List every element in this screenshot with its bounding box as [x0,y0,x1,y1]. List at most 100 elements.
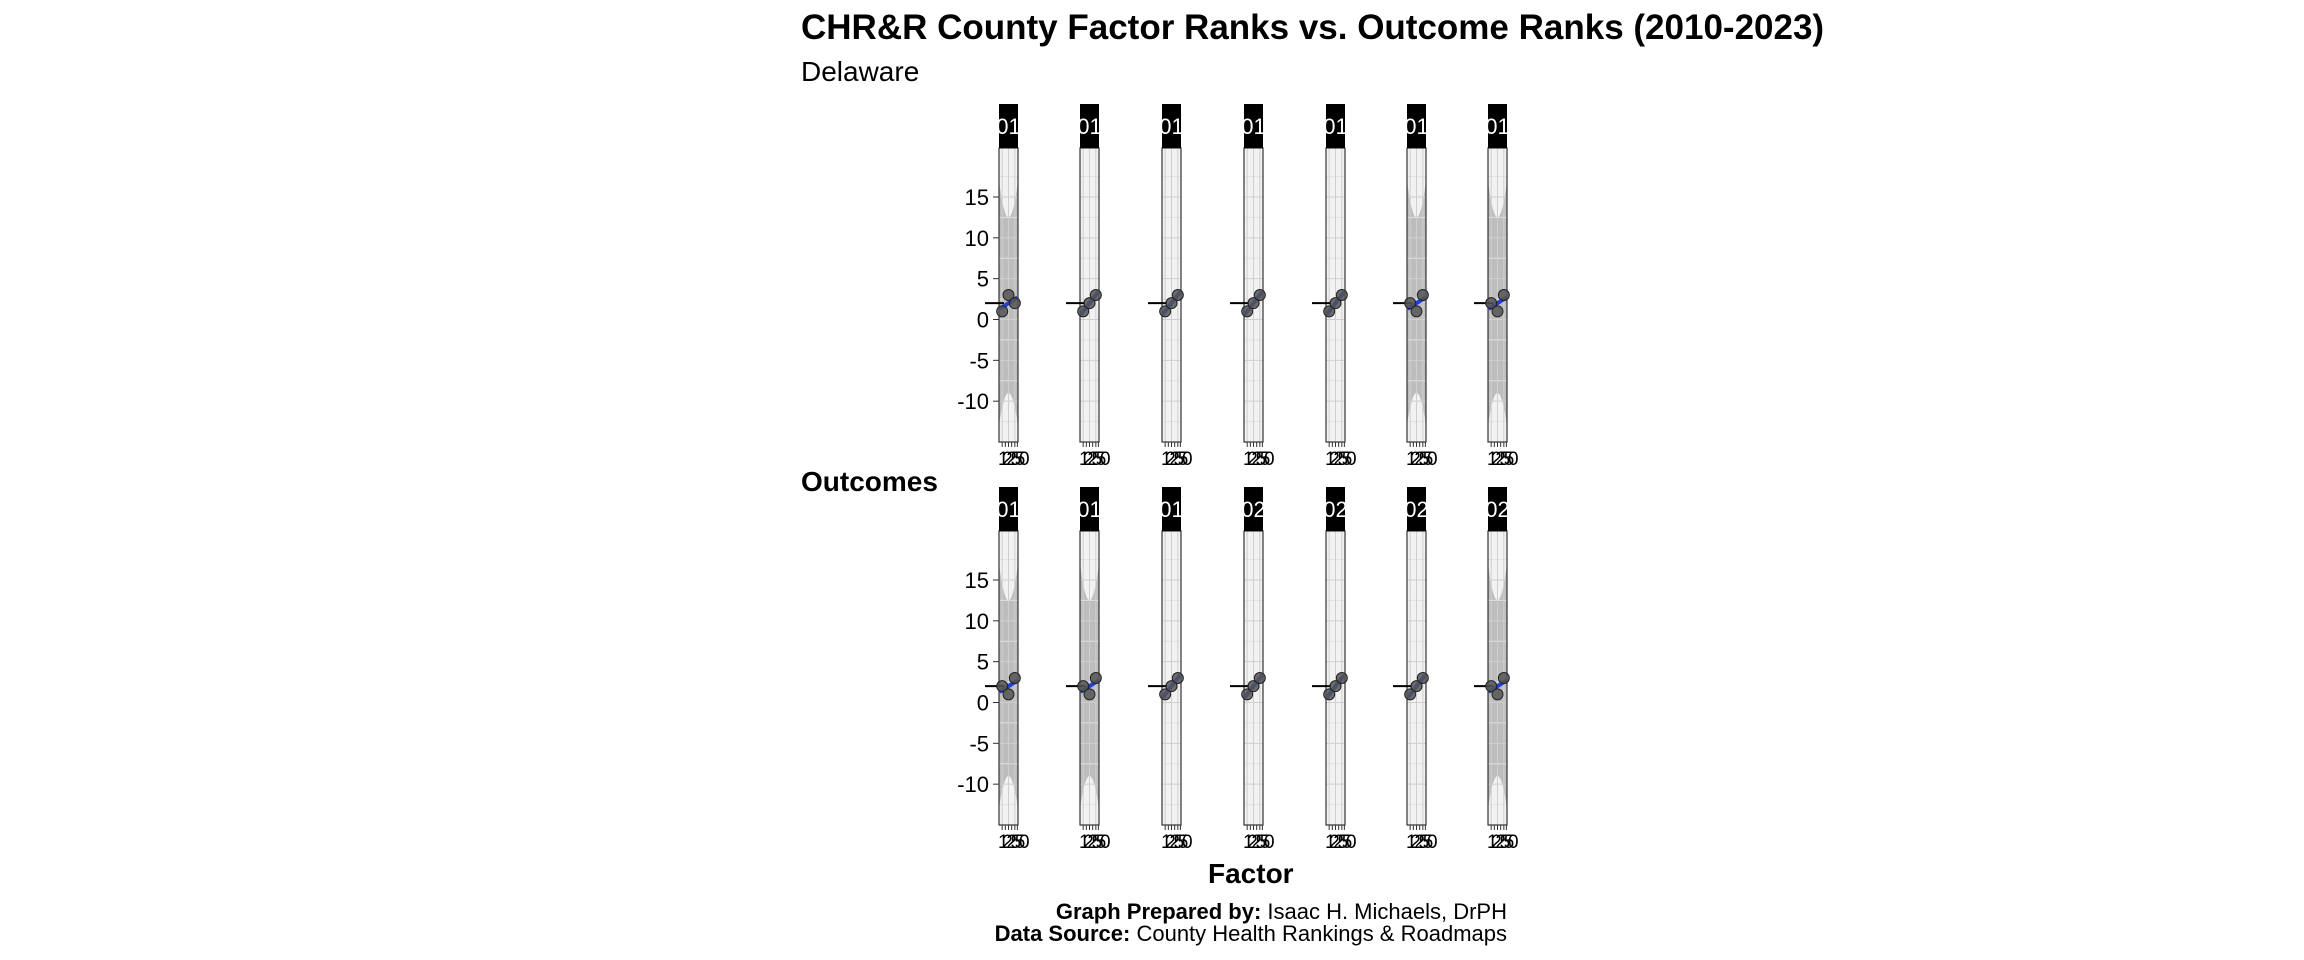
panel-r1-c4-xtick-label: 2 [1247,449,1258,470]
panel-r1-c6-point [1416,289,1429,301]
panel-r2-c4-xtick-label: 1 [1243,832,1254,853]
row2-ytick-label: 0 [977,691,989,716]
panel-r2-c6-point [1410,680,1423,693]
panel-r2-c4-point [1247,680,1260,693]
panel-r1-c4-xtick-label: 0 [1264,449,1275,470]
panel-r1-c4-xtick-label: 5 [1260,449,1271,470]
panel-r1-c2-xtick-label: 2 [1083,449,1094,470]
panel-r2-c7-xtick-label: 5 [1500,832,1511,853]
panel-r1-c6-xtick-label: 2 [1410,449,1421,470]
row2-ytick-label: 15 [965,568,989,593]
panel-r1-c3-point [1171,289,1184,301]
panel-r2-c3-point [1165,680,1178,693]
panel-r2-c7-strip-label: 02 [1485,497,1509,522]
panel-r2-c2-xtick-label: 2 [1083,832,1094,853]
row2-ytick-label: -10 [957,772,989,797]
panel-r1-c7-point [1497,289,1510,301]
panel-r1-c3-strip [1162,104,1181,148]
panel-r2-c7-xtick-label: 2 [1491,832,1502,853]
panel-r1-c6-point [1404,297,1417,310]
panel-r1-c2-xtick-label: 5 [1092,449,1103,470]
panel-r1-c6-xtick-label: 5 [1423,449,1434,470]
panel-r2-c1-xtick-label: 5 [1015,832,1026,853]
panel-r1-c5-xtick-label: 1 [1325,449,1336,470]
panel-r1-c5-xtick-label: 2 [1329,449,1340,470]
panel-r1-c1-xtick-label: 2 [1006,449,1017,470]
panel-r2-c1-xtick-label: 2 [1002,832,1013,853]
panel-r1-c6-xtick-label: 0 [1427,449,1438,470]
panel-r2-c1-strip-label: 01 [996,497,1020,522]
panel-r1-c1-point [1008,297,1021,310]
panel-r2-c6-point [1404,688,1417,701]
panel-r2-c6-strip [1407,487,1426,531]
panel-r1-c3-strip-label: 01 [1159,114,1183,139]
row2-ytick-label: 10 [965,609,989,634]
panel-r1-c7-xtick-label: 5 [1504,449,1515,470]
panel-r2-c4-xtick-label: 0 [1264,832,1275,853]
panel-r2-c4-xtick-label: 5 [1256,832,1267,853]
panel-r2-c1-xtick-label: 0 [1019,832,1030,853]
x-axis-label: Factor [1208,858,1294,889]
panel-r1-c5-point [1323,305,1336,318]
panel-r1-c1-point [1002,289,1015,301]
panel-r1-c2-point [1089,289,1102,301]
panel-r1-c7-xtick-label: 2 [1491,449,1502,470]
panel-r2-c5-xtick-label: 1 [1325,832,1336,853]
panel-r1-c2-xtick-label: 2 [1087,449,1098,470]
panel-r2-c2-xtick-label: 5 [1092,832,1103,853]
panel-r2-c2-strip [1080,487,1099,531]
panel-r2-c4-point [1241,688,1254,701]
panel-r1-c3-point [1159,305,1172,318]
panel-r1-c4-point [1253,289,1266,301]
panel-r1-c7-point [1485,297,1498,310]
panel-r1-c4-point [1241,305,1254,318]
panel-r1-c1-xtick-label: 2 [1002,449,1013,470]
panel-r1-c5-point [1329,297,1342,310]
row1-ytick-label: 5 [977,267,989,292]
row1-ytick-label: -5 [969,348,989,373]
panel-r2-c1-point [1008,672,1021,684]
panel-r1-c7-point [1491,305,1504,318]
row1-ytick-label: 0 [977,308,989,333]
panel-r1-c4-strip [1244,104,1263,148]
panel-r1-c5-strip-label: 01 [1323,114,1347,139]
panel-r1-c3-xtick-label: 5 [1174,449,1185,470]
panel-r2-c6-xtick-label: 5 [1423,832,1434,853]
panel-r2-c3-point [1159,688,1172,701]
panel-r1-c3-xtick-label: 2 [1169,449,1180,470]
panel-r1-c3-xtick-label: 0 [1182,449,1193,470]
panel-r2-c7-point [1485,680,1498,693]
row1-ytick-label: 15 [965,185,989,210]
panel-r2-c5-xtick-label: 5 [1338,832,1349,853]
panel-r2-c6-xtick-label: 1 [1406,832,1417,853]
panel-r2-c4-point [1253,672,1266,684]
panel-r1-c2-strip-label: 01 [1077,114,1101,139]
panel-r1-c4-xtick-label: 5 [1256,449,1267,470]
panel-r2-c4-strip-label: 02 [1241,497,1265,522]
panel-r1-c3-xtick-label: 5 [1178,449,1189,470]
panel-r1-c1-xtick-label: 0 [1019,449,1030,470]
panel-r1-c6-xtick-label: 1 [1406,449,1417,470]
panel-r2-c3-xtick-label: 5 [1174,832,1185,853]
panel-r2-c3-xtick-label: 2 [1169,832,1180,853]
panel-r2-c3-xtick-label: 0 [1182,832,1193,853]
caption-source-value: County Health Rankings & Roadmaps [1130,921,1507,946]
panel-r2-c7-xtick-label: 0 [1508,832,1519,853]
panel-r2-c1-strip [999,487,1018,531]
panel-r2-c7-xtick-label: 5 [1504,832,1515,853]
panel-r2-c6-xtick-label: 0 [1427,832,1438,853]
panel-r2-c1-point [996,680,1009,693]
chart-subtitle: Delaware [801,56,920,87]
panel-r1-c3-xtick-label: 2 [1165,449,1176,470]
row2-ytick-label: -5 [969,731,989,756]
panel-r2-c6-point [1416,672,1429,684]
panel-r2-c3-strip-label: 01 [1159,497,1183,522]
panel-r2-c2-xtick-label: 5 [1096,832,1107,853]
panel-r1-c6-point [1410,305,1423,318]
panel-r2-c3-strip [1162,487,1181,531]
panel-r1-c1-strip [999,104,1018,148]
panel-r2-c5-point [1335,672,1348,684]
caption-source-label: Data Source: [994,921,1131,946]
panel-r2-c7-point [1491,688,1504,701]
panel-r1-c1-xtick-label: 5 [1015,449,1026,470]
